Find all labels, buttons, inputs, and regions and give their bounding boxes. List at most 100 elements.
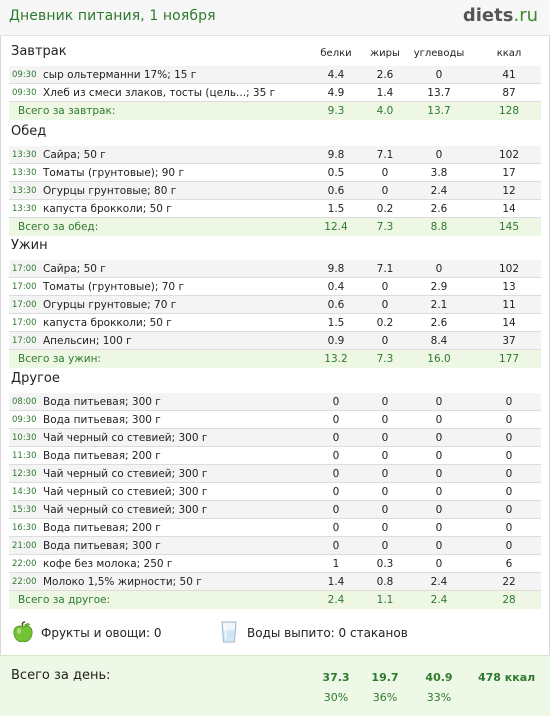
- cell-kcal: 87: [502, 87, 516, 99]
- cell-protein: 0.4: [327, 281, 345, 293]
- entry-time: 10:30: [12, 433, 37, 443]
- table-row[interactable]: 17:00 Огурцы грунтовые; 70 г 0.6 0 2.1 11: [9, 296, 541, 314]
- cell-carbs: 2.6: [430, 317, 448, 329]
- table-row[interactable]: 15:30 Чай черный со стевией; 300 г 0 0 0 0: [9, 501, 541, 519]
- table-row[interactable]: 22:00 кофе без молока; 250 г 1 0.3 0 6: [9, 555, 541, 573]
- cell-carbs: 0: [435, 432, 443, 444]
- food-name-link[interactable]: сыр ольтерманни 17%; 15 г: [43, 69, 197, 81]
- cell-kcal: 0: [505, 486, 513, 498]
- table-row[interactable]: 10:30 Чай черный со стевией; 300 г 0 0 0 0: [9, 429, 541, 447]
- cell-kcal: 0: [505, 504, 513, 516]
- food-name-link[interactable]: Вода питьевая; 200 г: [43, 450, 161, 462]
- total-kcal: 145: [498, 221, 520, 233]
- table-row[interactable]: 21:00 Вода питьевая; 300 г 0 0 0 0: [9, 537, 541, 555]
- total-carbs: 16.0: [427, 353, 451, 365]
- table-row[interactable]: 13:30 Сайра; 50 г 9.8 7.1 0 102: [9, 146, 541, 164]
- food-name-link[interactable]: Чай черный со стевией; 300 г: [43, 468, 208, 480]
- total-carbs: 13.7: [427, 105, 451, 117]
- food-name-link[interactable]: Апельсин; 100 г: [43, 335, 132, 347]
- cell-fat: 0: [381, 432, 389, 444]
- table-row[interactable]: 09:30 Вода питьевая; 300 г 0 0 0 0: [9, 411, 541, 429]
- col-header-carbs: углеводы: [413, 48, 465, 59]
- table-row[interactable]: 13:30 капуста брокколи; 50 г 1.5 0.2 2.6 14: [9, 200, 541, 218]
- entry-time: 09:30: [12, 70, 37, 80]
- table-row[interactable]: 16:30 Вода питьевая; 200 г 0 0 0 0: [9, 519, 541, 537]
- cell-fat: 0: [381, 396, 389, 408]
- cell-kcal: 41: [502, 69, 516, 81]
- food-name-link[interactable]: капуста брокколи; 50 г: [43, 203, 172, 215]
- entry-time: 13:30: [12, 150, 37, 160]
- cell-fat: 0: [381, 167, 389, 179]
- food-name-link[interactable]: Чай черный со стевией; 300 г: [43, 432, 208, 444]
- col-header-protein: белки: [320, 48, 352, 59]
- cell-kcal: 14: [502, 317, 516, 329]
- food-name-link[interactable]: кофе без молока; 250 г: [43, 558, 173, 570]
- total-fat: 7.3: [376, 353, 394, 365]
- cell-protein: 0: [332, 486, 340, 498]
- food-name-link[interactable]: Вода питьевая; 300 г: [43, 540, 161, 552]
- water-count: Воды выпито: 0 стаканов: [247, 626, 408, 640]
- total-kcal: 177: [498, 353, 520, 365]
- food-name-link[interactable]: Томаты (грунтовые); 70 г: [43, 281, 184, 293]
- logo-domain: .ru: [513, 5, 538, 26]
- cell-fat: 0: [381, 281, 389, 293]
- cell-carbs: 0: [435, 414, 443, 426]
- table-row[interactable]: 09:30 сыр ольтерманни 17%; 15 г 4.4 2.6 0 41: [9, 66, 541, 84]
- cell-fat: 0: [381, 522, 389, 534]
- cell-fat: 0: [381, 468, 389, 480]
- site-logo[interactable]: diets.ru: [463, 5, 538, 26]
- entry-time: 13:30: [12, 168, 37, 178]
- cell-carbs: 0: [435, 504, 443, 516]
- table-row[interactable]: 13:30 Томаты (грунтовые); 90 г 0.5 0 3.8 17: [9, 164, 541, 182]
- food-name-link[interactable]: Чай черный со стевией; 300 г: [43, 486, 208, 498]
- table-row[interactable]: 17:00 капуста брокколи; 50 г 1.5 0.2 2.6 14: [9, 314, 541, 332]
- cell-kcal: 102: [498, 263, 520, 275]
- food-name-link[interactable]: Сайра; 50 г: [43, 149, 106, 161]
- food-name-link[interactable]: Огурцы грунтовые; 80 г: [43, 185, 177, 197]
- section-total-label: Всего за завтрак:: [18, 105, 116, 117]
- food-name-link[interactable]: Томаты (грунтовые); 90 г: [43, 167, 184, 179]
- cell-fat: 0.2: [376, 203, 394, 215]
- table-row[interactable]: 08:00 Вода питьевая; 300 г 0 0 0 0: [9, 393, 541, 411]
- cell-fat: 2.6: [376, 69, 394, 81]
- table-row[interactable]: 22:00 Молоко 1,5% жирности; 50 г 1.4 0.8 2.4…: [9, 573, 541, 591]
- food-name-link[interactable]: Молоко 1,5% жирности; 50 г: [43, 576, 202, 588]
- cell-protein: 1.5: [327, 203, 345, 215]
- food-name-link[interactable]: капуста брокколи; 50 г: [43, 317, 172, 329]
- cell-protein: 0.9: [327, 335, 345, 347]
- cell-fat: 0: [381, 299, 389, 311]
- cell-carbs: 2.6: [430, 203, 448, 215]
- table-row[interactable]: 12:30 Чай черный со стевией; 300 г 0 0 0 0: [9, 465, 541, 483]
- cell-kcal: 37: [502, 335, 516, 347]
- food-name-link[interactable]: Сайра; 50 г: [43, 263, 106, 275]
- table-row[interactable]: 14:30 Чай черный со стевией; 300 г 0 0 0 0: [9, 483, 541, 501]
- food-name-link[interactable]: Вода питьевая; 300 г: [43, 414, 161, 426]
- table-row[interactable]: 09:30 Хлеб из смеси злаков, тосты (цель..…: [9, 84, 541, 102]
- food-name-link[interactable]: Чай черный со стевией; 300 г: [43, 504, 208, 516]
- cell-carbs: 0: [435, 263, 443, 275]
- cell-fat: 0: [381, 504, 389, 516]
- cell-fat: 0: [381, 414, 389, 426]
- food-name-link[interactable]: Хлеб из смеси злаков, тосты (цель...; 35…: [43, 87, 276, 99]
- day-total-carbs: 40.9: [425, 671, 453, 684]
- food-name-link[interactable]: Вода питьевая; 200 г: [43, 522, 161, 534]
- table-row[interactable]: 17:00 Сайра; 50 г 9.8 7.1 0 102: [9, 260, 541, 278]
- food-name-link[interactable]: Вода питьевая; 300 г: [43, 396, 161, 408]
- cell-carbs: 2.4: [430, 185, 448, 197]
- cell-fat: 0: [381, 486, 389, 498]
- section-total-label: Всего за обед:: [18, 221, 99, 233]
- cell-protein: 0.6: [327, 185, 345, 197]
- food-name-link[interactable]: Огурцы грунтовые; 70 г: [43, 299, 177, 311]
- total-kcal: 28: [502, 594, 516, 606]
- entry-time: 17:00: [12, 318, 37, 328]
- table-row[interactable]: 11:30 Вода питьевая; 200 г 0 0 0 0: [9, 447, 541, 465]
- table-row[interactable]: 13:30 Огурцы грунтовые; 80 г 0.6 0 2.4 12: [9, 182, 541, 200]
- cell-carbs: 13.7: [427, 87, 451, 99]
- day-total-fat: 19.7: [371, 671, 399, 684]
- table-row[interactable]: 17:00 Апельсин; 100 г 0.9 0 8.4 37: [9, 332, 541, 350]
- cell-fat: 1.4: [376, 87, 394, 99]
- section-title: Завтрак: [11, 44, 67, 59]
- cell-kcal: 12: [502, 185, 516, 197]
- day-total-label: Всего за день:: [11, 668, 111, 683]
- table-row[interactable]: 17:00 Томаты (грунтовые); 70 г 0.4 0 2.9 13: [9, 278, 541, 296]
